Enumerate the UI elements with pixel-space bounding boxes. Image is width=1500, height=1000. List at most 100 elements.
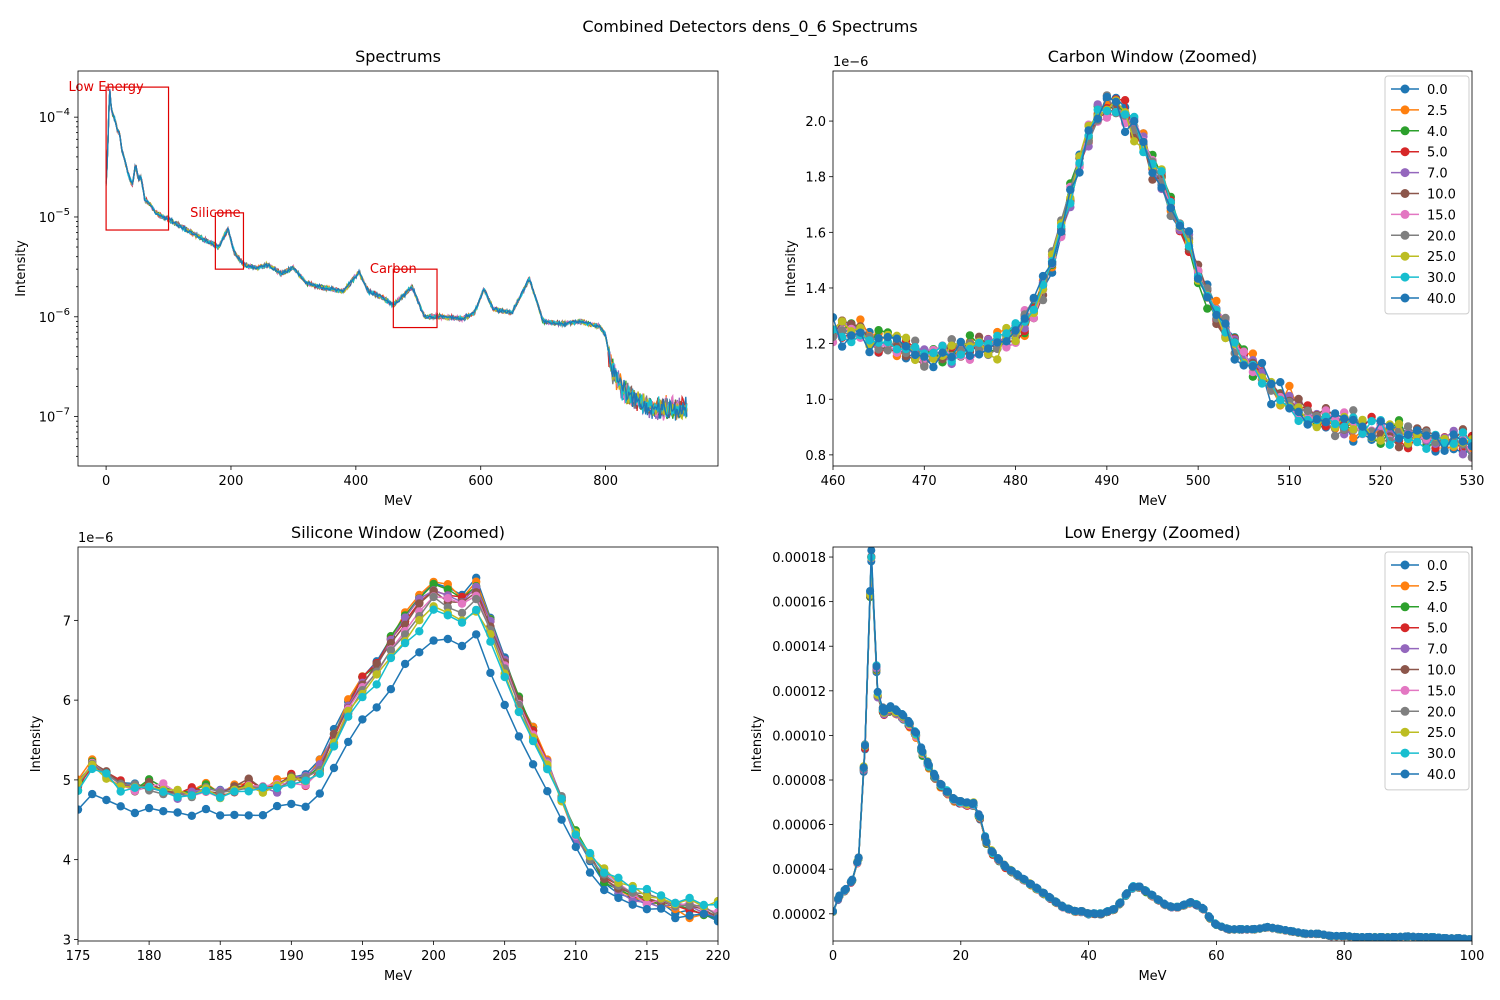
series-line xyxy=(833,556,1472,941)
data-point xyxy=(315,769,324,778)
chart-title: Carbon Window (Zoomed) xyxy=(1048,47,1258,66)
series-10.0 xyxy=(78,586,718,922)
data-point xyxy=(585,848,595,858)
data-point xyxy=(528,760,538,769)
series-line xyxy=(833,550,1472,941)
chart-title: Low Energy (Zoomed) xyxy=(1064,523,1240,542)
data-point xyxy=(905,719,914,728)
suptitle: Combined Detectors dens_0_6 Spectrums xyxy=(582,17,918,36)
x-tick-label: 600 xyxy=(468,474,493,489)
series-40.0 xyxy=(833,547,1472,941)
series-7.0 xyxy=(833,552,1472,941)
data-point xyxy=(856,315,865,324)
series-line-15.0 xyxy=(105,90,688,421)
data-point xyxy=(1458,450,1468,459)
data-point xyxy=(230,787,239,796)
data-point xyxy=(911,343,920,352)
data-point xyxy=(472,605,481,615)
data-point xyxy=(1020,314,1029,323)
data-point xyxy=(144,782,154,792)
data-point xyxy=(938,348,947,357)
data-point xyxy=(415,627,424,636)
data-point xyxy=(872,662,881,671)
y-tick-label: 0.00004 xyxy=(772,863,826,878)
data-point xyxy=(557,815,566,824)
series-line-10.0 xyxy=(105,91,688,419)
data-point xyxy=(159,779,168,788)
data-point xyxy=(873,687,882,696)
data-point xyxy=(1221,319,1230,328)
legend-entry-25.0: 25.0 xyxy=(1427,726,1456,741)
series-line-2.5 xyxy=(105,90,688,420)
data-point xyxy=(1199,905,1208,913)
series-30.0 xyxy=(833,105,1472,453)
data-point xyxy=(929,354,938,364)
data-point xyxy=(835,891,844,900)
data-point xyxy=(988,848,997,857)
data-point xyxy=(861,741,869,750)
legend-entry-40.0: 40.0 xyxy=(1427,292,1456,307)
x-tick-label: 175 xyxy=(66,949,91,964)
data-point xyxy=(642,884,652,894)
series-30.0 xyxy=(78,605,718,910)
data-point xyxy=(1349,406,1358,415)
data-point xyxy=(443,611,452,620)
data-point xyxy=(848,875,857,884)
data-point xyxy=(1075,168,1084,177)
series-line xyxy=(78,633,718,920)
series-line xyxy=(833,557,1472,940)
legend-marker xyxy=(1400,105,1410,115)
data-point xyxy=(1248,362,1258,371)
data-point xyxy=(400,620,410,629)
data-point xyxy=(1057,227,1066,236)
legend-entry-0.0: 0.0 xyxy=(1427,83,1448,98)
data-point xyxy=(1130,116,1139,126)
legend-marker xyxy=(1400,644,1410,654)
y-axis-label: Intensity xyxy=(750,715,765,772)
x-axis-label: MeV xyxy=(1138,494,1166,509)
data-point xyxy=(329,763,339,773)
data-point xyxy=(78,786,83,795)
data-point xyxy=(1230,355,1239,364)
data-point xyxy=(1011,319,1020,328)
data-point xyxy=(1102,113,1112,122)
data-point xyxy=(685,911,694,920)
y-tick-label: 2.0 xyxy=(805,115,826,130)
data-point xyxy=(1203,293,1212,302)
data-point xyxy=(1358,429,1367,438)
data-point xyxy=(457,641,467,651)
data-point xyxy=(1230,338,1239,347)
data-point xyxy=(901,342,911,351)
plot-area xyxy=(105,88,688,421)
legend-entry-7.0: 7.0 xyxy=(1427,643,1448,658)
data-point xyxy=(911,350,920,360)
data-point xyxy=(856,328,865,337)
data-point xyxy=(486,637,495,646)
data-point xyxy=(571,842,580,852)
chart-title: Silicone Window (Zoomed) xyxy=(291,523,505,542)
data-point xyxy=(543,787,552,796)
data-point xyxy=(837,342,847,351)
data-point xyxy=(216,811,225,820)
series-line-7.0 xyxy=(105,89,688,421)
data-point xyxy=(1330,419,1340,429)
legend-entry-30.0: 30.0 xyxy=(1427,271,1456,286)
data-point xyxy=(1330,431,1340,441)
data-point xyxy=(216,793,225,802)
data-point xyxy=(671,898,680,908)
y-tick-label: 10−7 xyxy=(39,407,70,426)
data-point xyxy=(1376,436,1385,445)
series-line xyxy=(833,557,1472,941)
legend-marker xyxy=(1400,230,1410,240)
data-point xyxy=(372,670,381,679)
data-point xyxy=(614,873,623,882)
data-point xyxy=(1440,446,1449,455)
series-line xyxy=(833,556,1472,941)
legend-entry-15.0: 15.0 xyxy=(1427,208,1456,223)
data-point xyxy=(1122,889,1131,898)
x-tick-label: 500 xyxy=(1186,474,1211,489)
axes-frame xyxy=(832,546,1473,942)
data-point xyxy=(1358,422,1367,431)
data-point xyxy=(965,344,975,354)
data-point xyxy=(628,884,637,893)
